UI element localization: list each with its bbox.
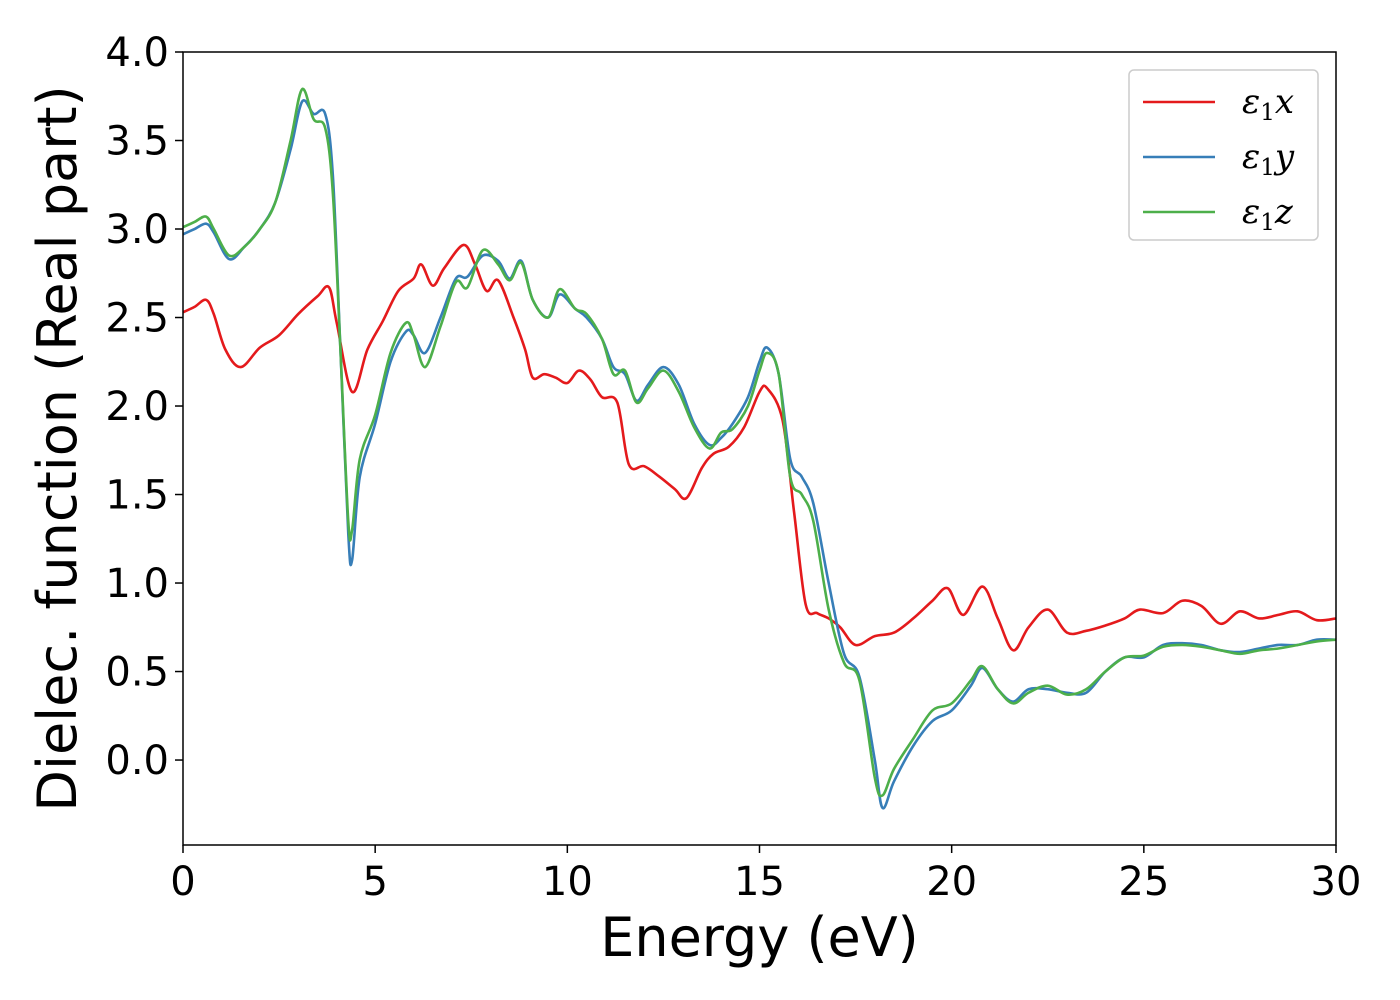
legend-symbol: ε (1242, 192, 1260, 232)
y-tick-label: 0.0 (105, 738, 169, 784)
y-tick-label: 0.5 (105, 650, 169, 696)
x-tick-label: 0 (170, 859, 195, 905)
x-tick-label: 25 (1118, 859, 1169, 905)
x-tick-label: 5 (362, 859, 387, 905)
legend-variable: z (1274, 192, 1294, 232)
series-line-x (183, 243, 1336, 652)
legend-entry-y: ε1y (1242, 137, 1295, 181)
legend-variable: y (1273, 137, 1295, 177)
y-tick-label: 1.5 (105, 473, 169, 519)
legend-variable: x (1275, 82, 1294, 122)
x-axis-label: Energy (eV) (600, 906, 919, 969)
x-tick-label: 20 (926, 859, 977, 905)
y-axis: 0.0 0.5 1.0 1.5 2.0 2.5 3.0 3.5 4.0 (105, 30, 183, 784)
y-tick-label: 3.5 (105, 119, 169, 165)
series-line-z (183, 87, 1336, 798)
x-axis: 0 5 10 15 20 25 30 (170, 845, 1361, 905)
y-axis-label: Dielec. function (Real part) (26, 85, 89, 811)
legend-entry-z: ε1z (1242, 192, 1294, 236)
x-tick-label: 15 (734, 859, 785, 905)
y-tick-label: 2.5 (105, 296, 169, 342)
legend-subscript: 1 (1260, 155, 1275, 181)
legend-symbol: ε (1242, 137, 1260, 177)
legend-subscript: 1 (1260, 100, 1275, 126)
legend-subscript: 1 (1260, 210, 1275, 236)
x-tick-label: 30 (1311, 859, 1362, 905)
y-tick-label: 1.0 (105, 561, 169, 607)
x-tick-label: 10 (542, 859, 593, 905)
legend-symbol: ε (1242, 82, 1260, 122)
series-layer (183, 87, 1336, 810)
legend-entry-x: ε1x (1242, 82, 1294, 126)
y-tick-label: 3.0 (105, 207, 169, 253)
y-tick-label: 2.0 (105, 384, 169, 430)
y-tick-label: 4.0 (105, 30, 169, 76)
legend-box (1128, 69, 1319, 241)
